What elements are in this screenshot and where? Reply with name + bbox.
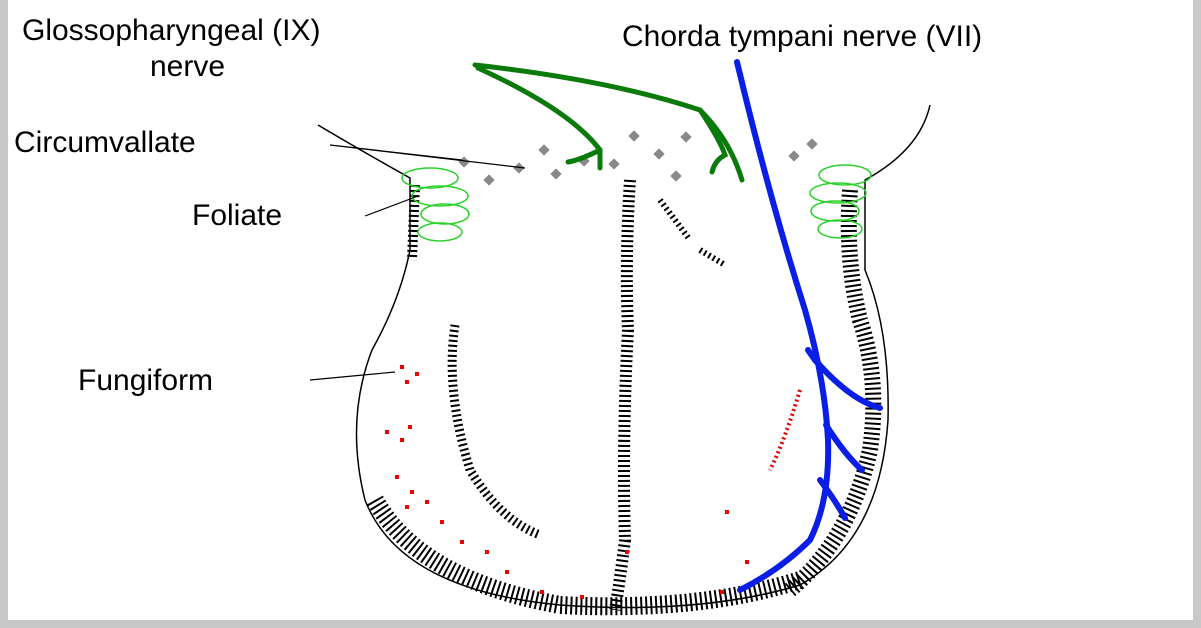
label: nerve [150, 50, 225, 83]
label: Fungiform [78, 364, 213, 397]
page: Glossopharyngeal (IX) nerve Chorda tympa… [0, 0, 1201, 628]
label: Glossopharyngeal (IX) [22, 14, 320, 47]
canvas [8, 0, 1193, 620]
label: Foliate [192, 199, 282, 232]
diagram: Glossopharyngeal (IX) nerve Chorda tympa… [0, 0, 1201, 628]
label: Chorda tympani nerve (VII) [622, 20, 982, 53]
label: Circumvallate [14, 126, 196, 159]
